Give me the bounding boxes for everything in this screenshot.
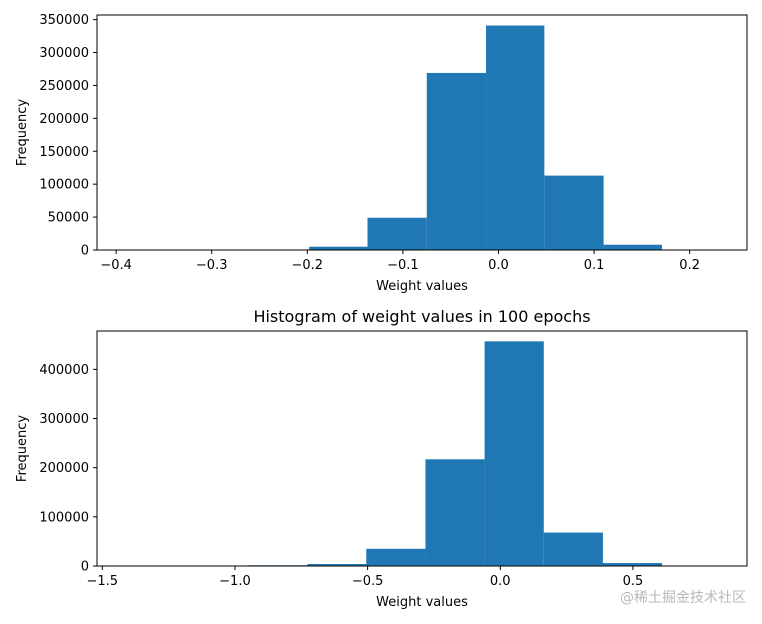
histogram-top-y-tick-label: 150000 [39,145,89,160]
histogram-top-bars [309,25,662,251]
histogram-bottom-y-tick-label: 100000 [39,510,89,525]
histogram-bottom-bar-4 [484,341,544,566]
histogram-top-bar-5 [603,244,662,250]
histogram-bottom-title: Histogram of weight values in 100 epochs [253,307,590,326]
histogram-top-bar-4 [544,175,604,250]
histogram-top-bar-1 [367,217,427,250]
histogram-bottom: Histogram of weight values in 100 epochs… [15,307,748,610]
histogram-bottom-x-ticks: −1.5 −1.0 −0.5 0.0 0.5 [87,566,644,589]
histogram-top-bar-0 [309,246,368,250]
watermark: @稀土掘金技术社区 [620,590,746,606]
histogram-top-y-tick-label: 100000 [39,178,89,193]
histogram-bottom-axes-frame [96,330,748,567]
histogram-bottom-y-axis-label: Frequency [15,415,30,482]
histogram-top-x-tick-label: 0.0 [488,258,509,273]
histogram-top-x-tick-label: −0.3 [196,258,228,273]
histogram-bottom-x-tick-label: −1.0 [219,574,251,589]
histogram-bottom-x-tick-label: −1.5 [87,574,119,589]
histogram-top-axes-frame [96,14,748,251]
histogram-bottom-x-axis-label: Weight values [376,595,468,610]
histogram-bottom-x-tick-label: 0.5 [623,574,644,589]
histogram-bottom-y-tick-label: 300000 [39,412,89,427]
histogram-bottom-bar-5 [543,532,603,566]
histogram-bottom-bar-2 [366,548,426,566]
histogram-bottom-y-tick-label: 400000 [39,363,89,378]
histogram-top-y-tick-label: 0 [81,244,89,259]
histogram-top-x-tick-label: −0.1 [387,258,419,273]
histogram-top: −0.4 −0.3 −0.2 −0.1 0.0 0.1 0.2 0 50000 100000 15… [15,13,748,294]
histogram-top-y-axis-label: Frequency [15,99,30,166]
histogram-top-y-tick-label: 250000 [39,79,89,94]
histogram-bottom-y-tick-label: 0 [81,560,89,575]
histogram-top-x-ticks: −0.4 −0.3 −0.2 −0.1 0.0 0.1 0.2 [100,250,700,273]
histogram-top-y-tick-label: 300000 [39,46,89,61]
histogram-top-y-tick-label: 50000 [48,211,89,226]
histogram-bottom-bars [248,341,663,566]
histogram-bottom-bar-3 [425,459,485,566]
histogram-bottom-y-ticks: 0 100000 200000 300000 400000 [39,363,97,575]
histogram-top-x-tick-label: −0.2 [292,258,324,273]
histogram-top-bar-3 [486,25,545,251]
histogram-top-y-ticks: 0 50000 100000 150000 200000 250000 300000 3500… [39,13,97,259]
histogram-bottom-bar-6 [602,563,663,566]
histogram-top-y-tick-label: 200000 [39,112,89,127]
histogram-top-bar-2 [426,72,487,251]
histogram-bottom-x-tick-label: 0.0 [490,574,511,589]
histogram-top-x-axis-label: Weight values [376,279,468,294]
histogram-top-y-tick-label: 350000 [39,13,89,28]
histogram-bottom-y-tick-label: 200000 [39,461,89,476]
histogram-top-x-tick-label: 0.1 [584,258,605,273]
histogram-bottom-bar-1 [307,564,367,566]
histogram-top-x-tick-label: 0.2 [679,258,700,273]
histogram-bottom-x-tick-label: −0.5 [352,574,384,589]
histogram-top-x-tick-label: −0.4 [100,258,132,273]
